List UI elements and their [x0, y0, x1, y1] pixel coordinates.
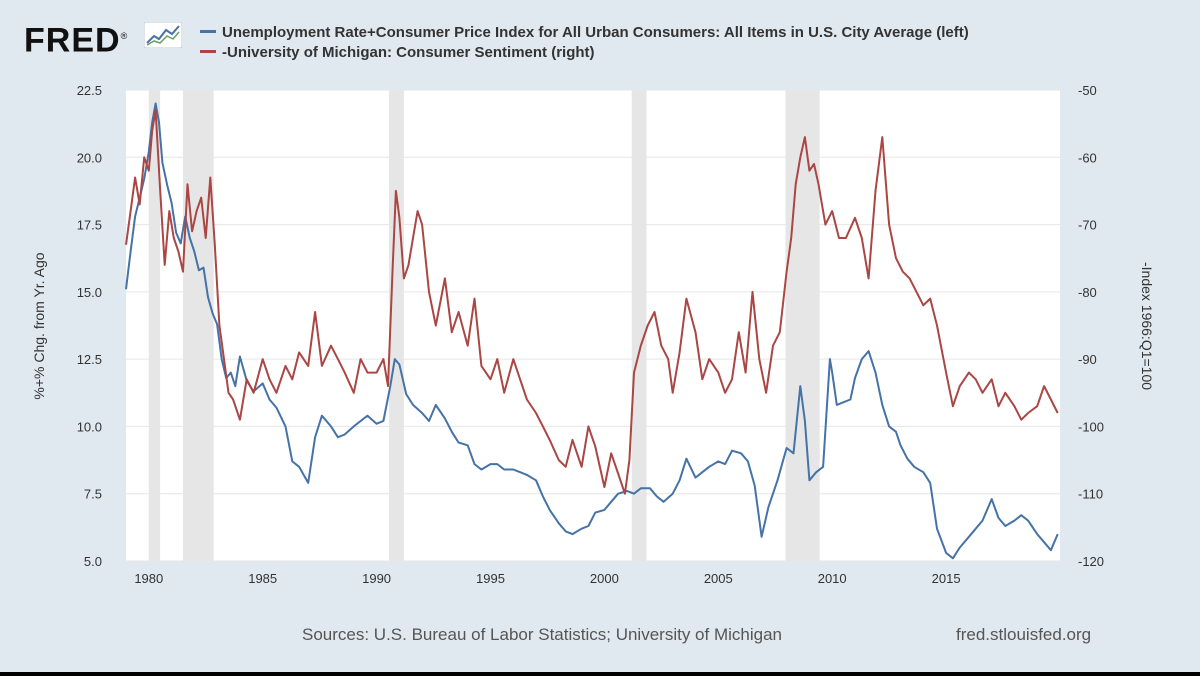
legend-label-unemployment-cpi: Unemployment Rate+Consumer Price Index f…	[222, 24, 969, 41]
right-tick-label: -60	[1078, 150, 1097, 165]
left-axis-ticks: 5.0 7.5 10.0 12.5 15.0 17.5 20.0 22.5	[77, 83, 102, 569]
right-tick-label: -100	[1078, 419, 1104, 434]
logo-trademark: ®	[120, 31, 129, 41]
left-tick-label: 5.0	[84, 554, 102, 569]
series-lines	[125, 102, 1059, 560]
sources-note: Sources: U.S. Bureau of Labor Statistics…	[302, 625, 782, 644]
left-tick-label: 22.5	[77, 83, 102, 98]
fred-logo: FRED®	[24, 16, 128, 60]
left-tick-label: 7.5	[84, 487, 102, 502]
x-tick-label: 2000	[590, 571, 619, 586]
x-tick-label: 2010	[818, 571, 847, 586]
recession-band	[389, 90, 404, 561]
logo-graph-icon	[144, 22, 182, 48]
right-axis-ticks: -120 -110 -100 -90 -80 -70 -60 -50	[1078, 83, 1104, 569]
legend-swatch-blue	[200, 30, 216, 34]
right-tick-label: -80	[1078, 285, 1097, 300]
recession-band	[631, 90, 647, 561]
left-tick-label: 17.5	[77, 218, 102, 233]
gridlines	[126, 89, 1060, 562]
left-tick-label: 20.0	[77, 150, 102, 165]
right-axis-title: -Index 1966:Q1=100	[1139, 262, 1155, 390]
recession-band	[785, 90, 820, 561]
x-axis-ticks: 1980 1985 1990 1995 2000 2005 2010 2015	[134, 571, 960, 586]
x-tick-label: 2015	[932, 571, 961, 586]
x-tick-label: 1995	[476, 571, 505, 586]
right-tick-label: -90	[1078, 352, 1097, 367]
series-line-consumer-sentiment	[125, 109, 1059, 495]
left-tick-label: 15.0	[77, 285, 102, 300]
x-tick-label: 1990	[362, 571, 391, 586]
recession-band	[148, 90, 161, 561]
left-tick-label: 10.0	[77, 419, 102, 434]
right-tick-label: -50	[1078, 83, 1097, 98]
legend-label-consumer-sentiment: -University of Michigan: Consumer Sentim…	[222, 44, 595, 61]
legend-swatch-red	[200, 50, 216, 54]
right-tick-label: -110	[1078, 487, 1103, 502]
source-site-link[interactable]: fred.stlouisfed.org	[956, 625, 1092, 644]
plot-background	[126, 90, 1060, 561]
right-tick-label: -120	[1078, 554, 1104, 569]
x-tick-label: 1985	[248, 571, 277, 586]
recession-bands	[148, 90, 820, 561]
legend-entry-consumer-sentiment[interactable]: -University of Michigan: Consumer Sentim…	[200, 44, 595, 62]
x-tick-label: 2005	[704, 571, 733, 586]
legend-entry-unemployment-cpi[interactable]: Unemployment Rate+Consumer Price Index f…	[200, 24, 969, 42]
left-axis-title: %+% Chg. from Yr. Ago	[31, 252, 47, 399]
recession-band	[182, 90, 214, 561]
right-tick-label: -70	[1078, 218, 1097, 233]
left-tick-label: 12.5	[77, 352, 102, 367]
logo-text: FRED	[24, 21, 121, 60]
x-tick-label: 1980	[134, 571, 163, 586]
